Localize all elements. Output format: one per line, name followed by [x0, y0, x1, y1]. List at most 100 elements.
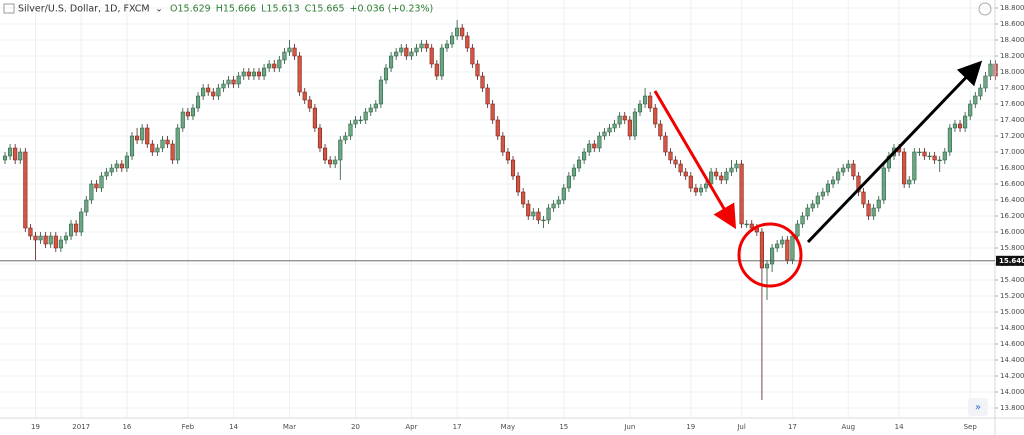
- candle-body: [53, 235, 58, 249]
- candle-body: [404, 47, 409, 57]
- ohlc-value: L15.613: [261, 4, 300, 15]
- candle-body: [241, 71, 246, 77]
- candle-body: [643, 95, 648, 105]
- ohlc-value: +0.036 (+0.23%): [350, 4, 434, 15]
- candle-body: [48, 235, 53, 245]
- candle-body: [175, 127, 180, 161]
- candle-body: [383, 67, 389, 81]
- candle-body: [328, 159, 333, 165]
- candle-body: [485, 87, 490, 105]
- candle-body: [988, 63, 993, 77]
- grid: [0, 0, 995, 418]
- candle-body: [551, 203, 556, 209]
- candle-body: [902, 151, 907, 185]
- candle-body: [63, 235, 69, 241]
- candle-body: [424, 43, 429, 49]
- candle-body: [688, 175, 693, 189]
- candle-body: [622, 115, 627, 121]
- candle-body: [282, 51, 287, 61]
- candle-body: [841, 167, 846, 173]
- candle-body: [348, 123, 353, 137]
- candle-body: [917, 151, 922, 154]
- x-tick-label: 16: [122, 423, 131, 431]
- candle-body: [150, 143, 155, 153]
- candle-body: [556, 199, 561, 205]
- candle-body: [744, 223, 749, 226]
- candle-body: [267, 63, 272, 69]
- candle-body: [505, 151, 510, 161]
- candle-body: [912, 151, 917, 181]
- x-tick-label: Sep: [964, 423, 978, 431]
- candle-body: [302, 91, 307, 101]
- candle-body: [43, 235, 48, 245]
- y-tick-label: 15.000: [1000, 308, 1024, 316]
- candle-body: [429, 47, 434, 65]
- candle-body: [277, 59, 282, 69]
- candle-body: [389, 55, 394, 69]
- x-tick-label: 19: [31, 423, 40, 431]
- candle-body: [287, 47, 292, 53]
- candle-body: [582, 151, 587, 161]
- candle-body: [764, 263, 770, 269]
- candle-body: [693, 187, 698, 193]
- candle-body: [292, 47, 297, 57]
- candle-body: [947, 127, 952, 153]
- candle-body: [521, 191, 526, 205]
- y-tick-label: 16.000: [1000, 228, 1024, 236]
- ohlc-value: O15.629: [170, 4, 211, 15]
- candle-body: [8, 147, 13, 157]
- x-tick-label: Aug: [841, 423, 855, 431]
- candle-body: [449, 35, 455, 45]
- candle-body: [23, 151, 28, 229]
- candle-body: [104, 171, 109, 177]
- dropdown-caret[interactable]: ⌄: [155, 4, 163, 15]
- candle-body: [262, 67, 267, 77]
- candle-body: [571, 167, 577, 177]
- candle-body: [800, 215, 805, 225]
- candle-body: [856, 175, 861, 193]
- candle-body: [770, 247, 775, 265]
- candle-body: [576, 159, 582, 169]
- x-tick-label: 15: [559, 423, 568, 431]
- x-tick-label: Jul: [736, 423, 746, 431]
- y-tick-label: 16.400: [1000, 196, 1024, 204]
- scroll-button[interactable]: [968, 398, 988, 416]
- candle-body: [317, 127, 323, 149]
- ohlc-value: C15.665: [305, 4, 345, 15]
- y-tick-label: 15.400: [1000, 276, 1024, 284]
- scroll-icon[interactable]: »: [975, 402, 981, 413]
- candle-body: [18, 151, 23, 161]
- candle-body: [455, 27, 460, 37]
- candle-body: [201, 87, 206, 97]
- y-tick-label: 15.800: [1000, 244, 1024, 252]
- candle-body: [195, 95, 201, 109]
- x-tick-label: Apr: [405, 423, 417, 431]
- candle-body: [536, 211, 541, 221]
- candle-body: [180, 111, 185, 129]
- menu-icon[interactable]: [3, 3, 15, 14]
- candle-body: [399, 47, 404, 53]
- candle-body: [566, 175, 571, 189]
- candle-body: [830, 179, 836, 185]
- x-tick-label: Mar: [283, 423, 296, 431]
- candle-body: [358, 119, 363, 122]
- candle-body: [124, 155, 129, 169]
- y-tick-label: 14.400: [1000, 356, 1024, 364]
- candle-body: [780, 239, 785, 245]
- price-label-box: [996, 255, 1024, 266]
- candle-body: [957, 123, 963, 129]
- candle-body: [846, 163, 851, 169]
- y-tick-label: 14.000: [1000, 388, 1024, 396]
- candle-body: [190, 107, 196, 117]
- candle-body: [226, 79, 231, 85]
- candle-body: [394, 51, 399, 57]
- candle-body: [434, 63, 439, 77]
- candle-body: [114, 163, 119, 169]
- candle-body: [307, 99, 312, 109]
- candle-body: [343, 135, 348, 141]
- candle-body: [231, 79, 236, 85]
- x-tick-label: 2017: [72, 423, 90, 431]
- candle-body: [140, 127, 145, 141]
- settings-icon[interactable]: [978, 2, 992, 16]
- candles: [2, 20, 998, 400]
